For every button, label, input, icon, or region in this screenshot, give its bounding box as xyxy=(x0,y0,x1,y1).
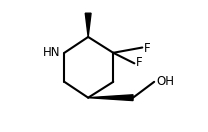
Polygon shape xyxy=(85,13,91,37)
Text: OH: OH xyxy=(157,75,175,88)
Text: F: F xyxy=(144,42,151,55)
Text: F: F xyxy=(136,56,143,69)
Polygon shape xyxy=(88,95,133,101)
Text: HN: HN xyxy=(43,46,61,59)
